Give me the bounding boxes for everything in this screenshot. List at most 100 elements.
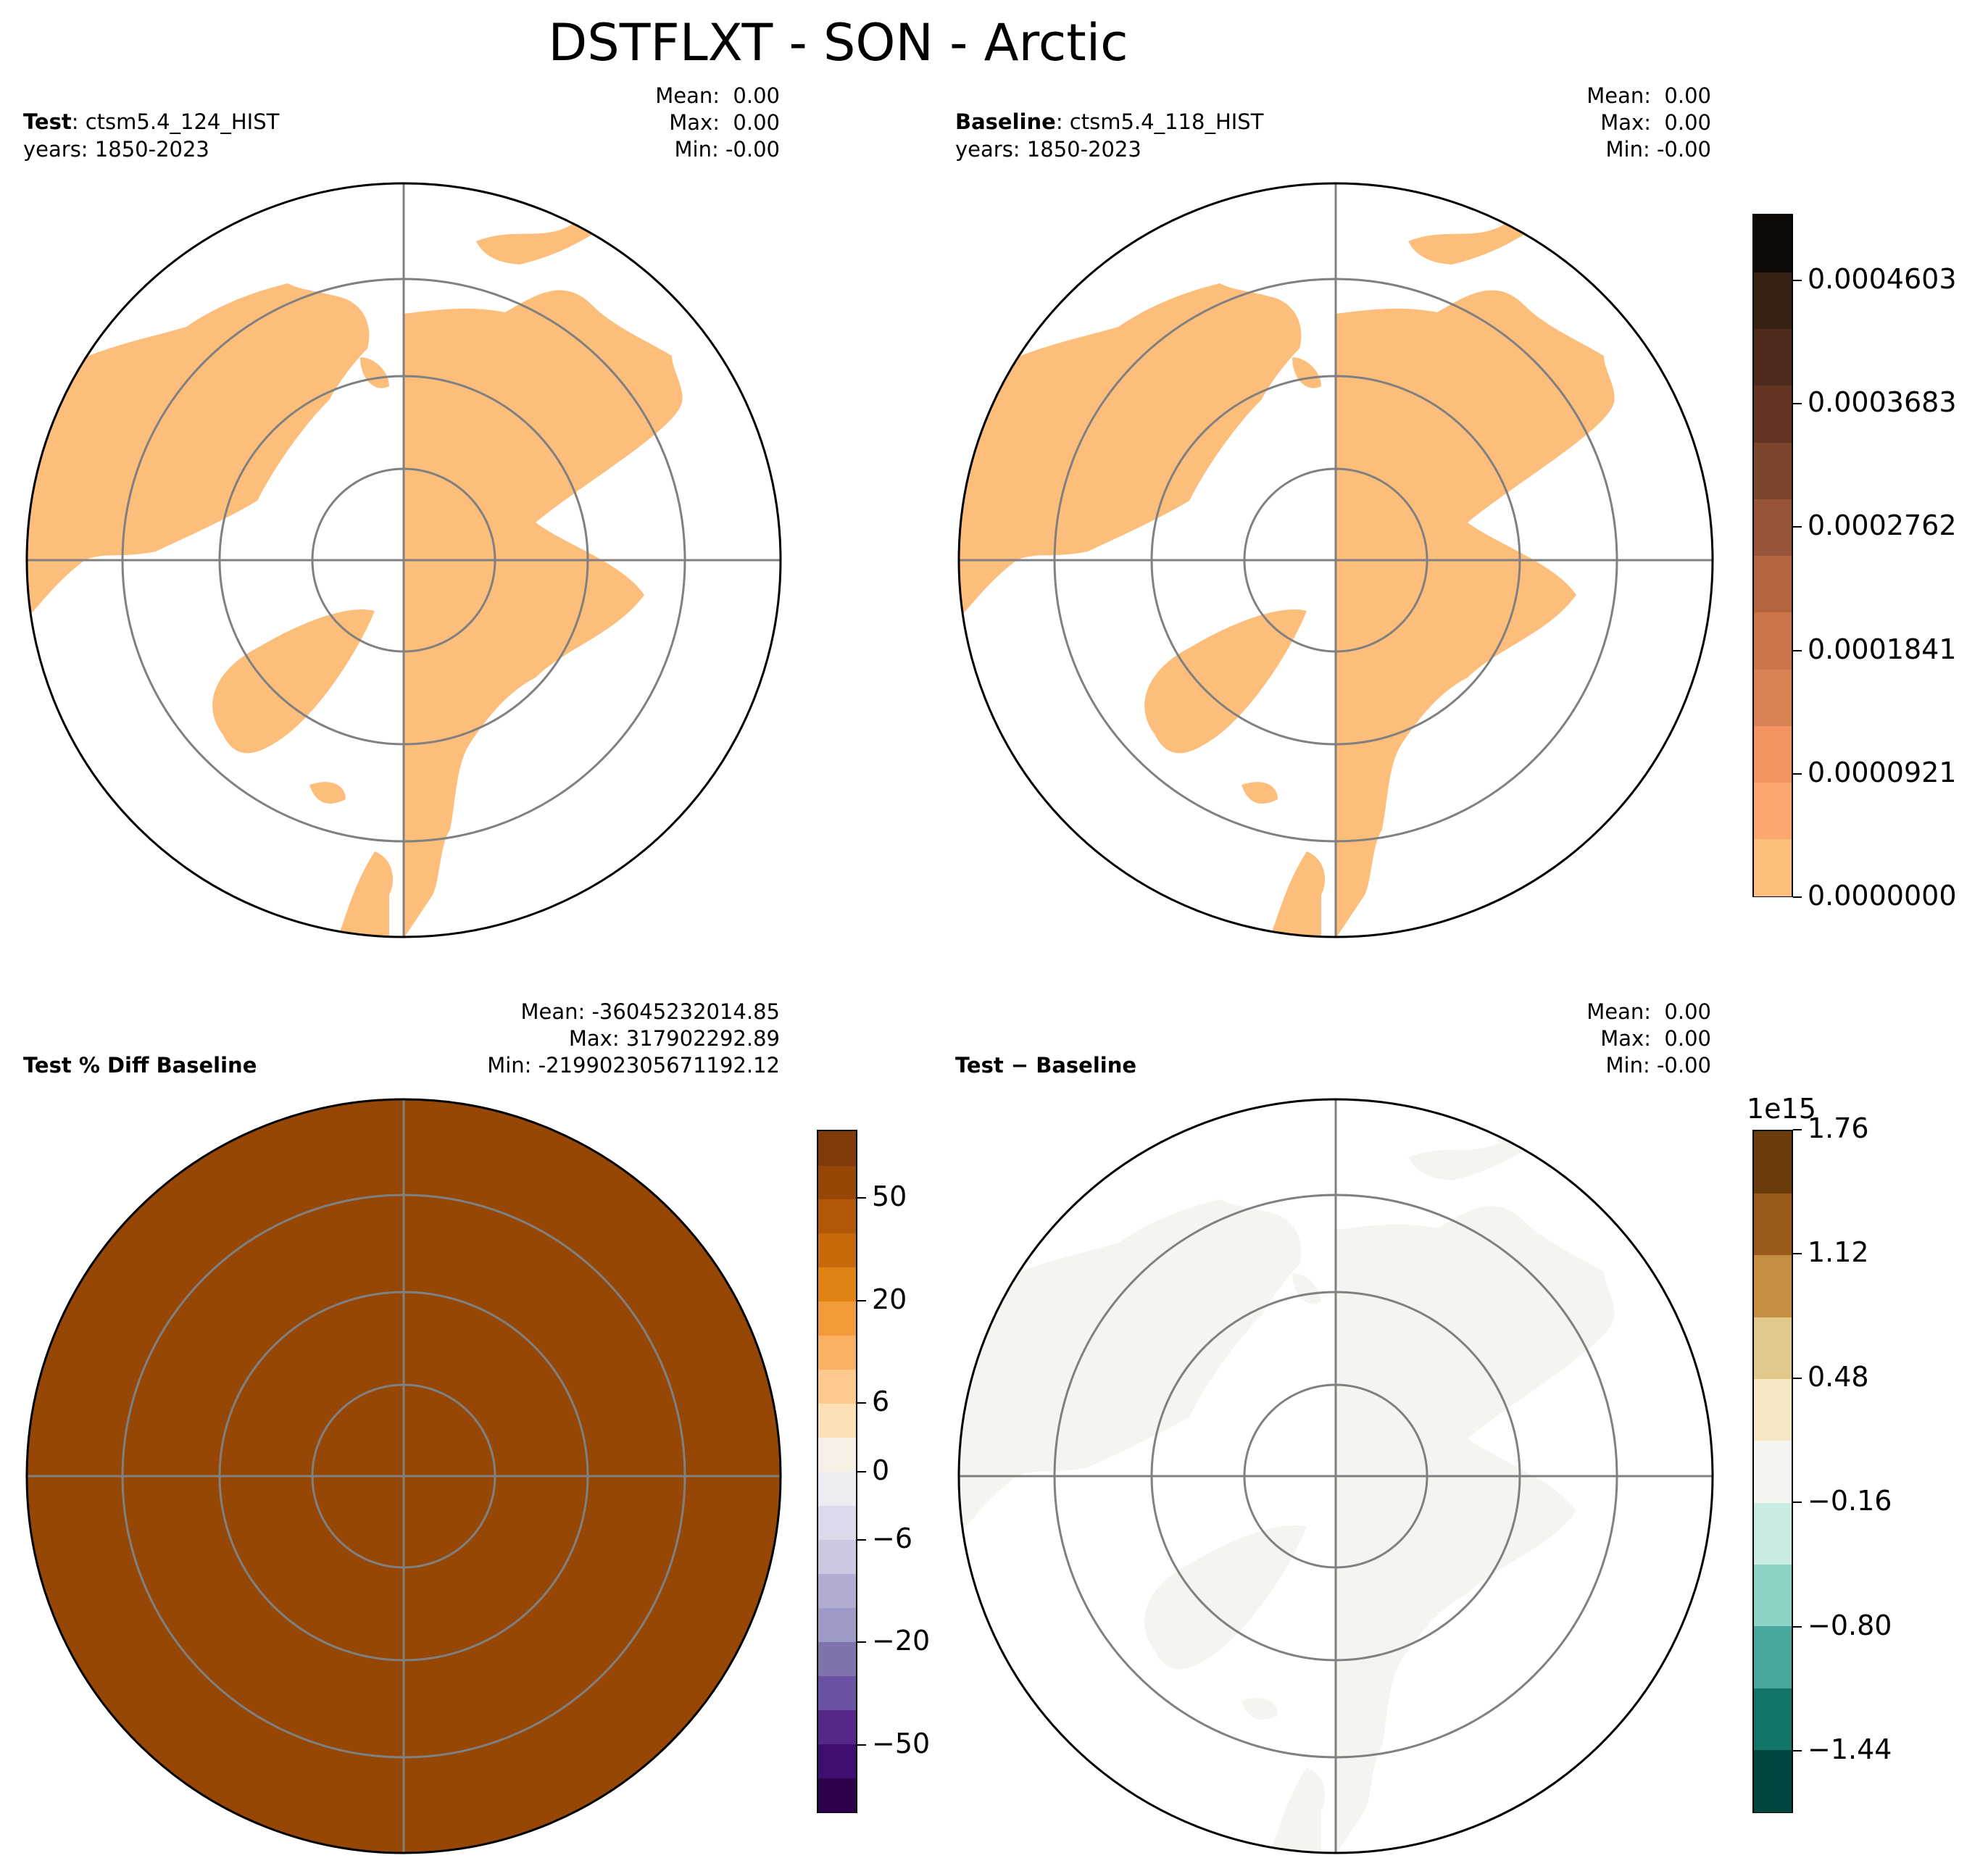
colorbar-tick-mark <box>1793 1501 1802 1504</box>
colorbar-segment <box>1754 612 1792 670</box>
stat-min: Min: -0.00 <box>674 137 780 162</box>
colorbar-tick-label: −0.80 <box>1808 1609 1892 1641</box>
colorbar-tick-label: 0.0003683 <box>1808 386 1957 418</box>
colorbar-segment <box>1754 328 1792 386</box>
stat-min: Min: -0.00 <box>1605 137 1711 162</box>
colorbar-segment <box>818 1267 856 1302</box>
graticule <box>959 183 1713 937</box>
panel-baseline-stats: Mean: 0.00 Max: 0.00 Min: -0.00 <box>1586 83 1711 163</box>
colorbar-tick-mark <box>857 1197 866 1199</box>
map-test <box>25 182 782 938</box>
stat-mean: Mean: -36045232014.85 <box>520 999 780 1024</box>
colorbar-segment <box>818 1573 856 1608</box>
map-border <box>957 1098 1714 1854</box>
colorbar-tick-label: −20 <box>872 1625 931 1657</box>
stat-max: Max: 0.00 <box>1600 1026 1711 1051</box>
colorbar-segment <box>1754 1317 1792 1380</box>
panel-diff-label-bold: Test − Baseline <box>955 1053 1137 1078</box>
panel-test-years: years: 1850-2023 <box>23 137 209 162</box>
colorbar-difference <box>1752 1130 1793 1813</box>
colorbar-segment <box>1754 442 1792 499</box>
panel-test-label-bold: Test <box>23 109 72 134</box>
colorbar-segment <box>1754 1625 1792 1688</box>
colorbar-segment <box>1754 215 1792 272</box>
colorbar-tick-mark <box>1793 896 1802 898</box>
colorbar-tick-mark <box>1793 1129 1802 1130</box>
colorbar-pct-diff <box>817 1130 857 1813</box>
stat-min: Min: -0.00 <box>1605 1053 1711 1078</box>
stat-mean: Mean: 0.00 <box>1586 999 1711 1024</box>
colorbar-segment <box>1754 1193 1792 1256</box>
colorbar-tick-mark <box>857 1402 866 1404</box>
colorbar-segment <box>818 1199 856 1234</box>
panel-diff-stats: Mean: 0.00 Max: 0.00 Min: -0.00 <box>1586 999 1711 1079</box>
colorbar-segment <box>1754 782 1792 840</box>
panel-baseline-label: Baseline: ctsm5.4_118_HIST <box>955 109 1263 135</box>
colorbar-segment <box>818 1301 856 1336</box>
stat-max: Max: 0.00 <box>669 110 780 135</box>
colorbar-tick-label: 0 <box>872 1454 890 1486</box>
colorbar-tick-mark <box>857 1538 866 1541</box>
colorbar-tick-label: −1.44 <box>1808 1733 1892 1766</box>
colorbar-tick-label: −0.16 <box>1808 1485 1892 1517</box>
figure-title: DSTFLXT - SON - Arctic <box>548 13 1128 72</box>
colorbar-segment <box>818 1369 856 1404</box>
panel-baseline-years: years: 1850-2023 <box>955 137 1141 162</box>
colorbar-segment <box>818 1778 856 1812</box>
colorbar-tick-mark <box>1793 649 1802 651</box>
colorbar-tick-label: 0.0004603 <box>1808 262 1957 295</box>
panel-pctdiff-label: Test % Diff Baseline <box>23 1052 257 1078</box>
colorbar-tick-mark <box>1793 1253 1802 1255</box>
map-border <box>25 1098 782 1854</box>
map-border <box>25 182 782 938</box>
colorbar-segment <box>818 1641 856 1676</box>
stat-mean: Mean: 0.00 <box>655 83 780 108</box>
colorbar-segment <box>1754 838 1792 896</box>
colorbar-segment <box>818 1335 856 1370</box>
colorbar-segment <box>1754 1502 1792 1565</box>
colorbar-tick-mark <box>1793 1625 1802 1628</box>
colorbar-segment <box>818 1131 856 1166</box>
colorbar-tick-label: 0.0002762 <box>1808 509 1957 542</box>
colorbar-segment <box>1754 669 1792 726</box>
colorbar-segment <box>1754 1688 1792 1751</box>
colorbar-baseline <box>1752 214 1793 897</box>
colorbar-segment <box>1754 1749 1792 1812</box>
colorbar-tick-mark <box>1793 526 1802 528</box>
colorbar-tick-label: 0.48 <box>1808 1360 1869 1393</box>
colorbar-segment <box>818 1709 856 1744</box>
panel-baseline-label-bold: Baseline <box>955 109 1056 134</box>
colorbar-segment <box>818 1437 856 1473</box>
panel-pctdiff-stats: Mean: -36045232014.85 Max: 317902292.89 … <box>487 999 780 1079</box>
map-border <box>957 182 1714 938</box>
graticule <box>959 1099 1713 1853</box>
colorbar-tick-label: −6 <box>872 1522 913 1554</box>
stat-max: Max: 0.00 <box>1600 110 1711 135</box>
colorbar-tick-mark <box>857 1744 866 1746</box>
colorbar-segment <box>818 1403 856 1438</box>
map-pct-diff <box>25 1098 782 1854</box>
colorbar-tick-mark <box>1793 403 1802 404</box>
stat-min: Min: -219902305671192.12 <box>487 1053 780 1078</box>
colorbar-segment <box>1754 1378 1792 1441</box>
colorbar-tick-mark <box>1793 1750 1802 1752</box>
stat-mean: Mean: 0.00 <box>1586 83 1711 108</box>
colorbar-tick-mark <box>857 1641 866 1644</box>
colorbar-tick-label: 0.0001841 <box>1808 633 1957 665</box>
colorbar-tick-label: 6 <box>872 1386 890 1418</box>
colorbar-segment <box>1754 725 1792 783</box>
panel-diff-label: Test − Baseline <box>955 1052 1136 1078</box>
colorbar-tick-label: 1.76 <box>1808 1112 1869 1144</box>
map-difference <box>957 1098 1714 1854</box>
colorbar-tick-label: 0.0000921 <box>1808 756 1957 788</box>
colorbar-segment <box>1754 555 1792 613</box>
colorbar-segment <box>818 1165 856 1200</box>
colorbar-tick-label: −50 <box>872 1727 931 1759</box>
colorbar-tick-label: 0.0000000 <box>1808 880 1957 912</box>
colorbar-segment <box>1754 1440 1792 1503</box>
panel-test-label-case: : ctsm5.4_124_HIST <box>71 109 280 134</box>
colorbar-tick-label: 1.12 <box>1808 1236 1869 1269</box>
colorbar-segment <box>1754 1131 1792 1194</box>
colorbar-segment <box>1754 272 1792 330</box>
